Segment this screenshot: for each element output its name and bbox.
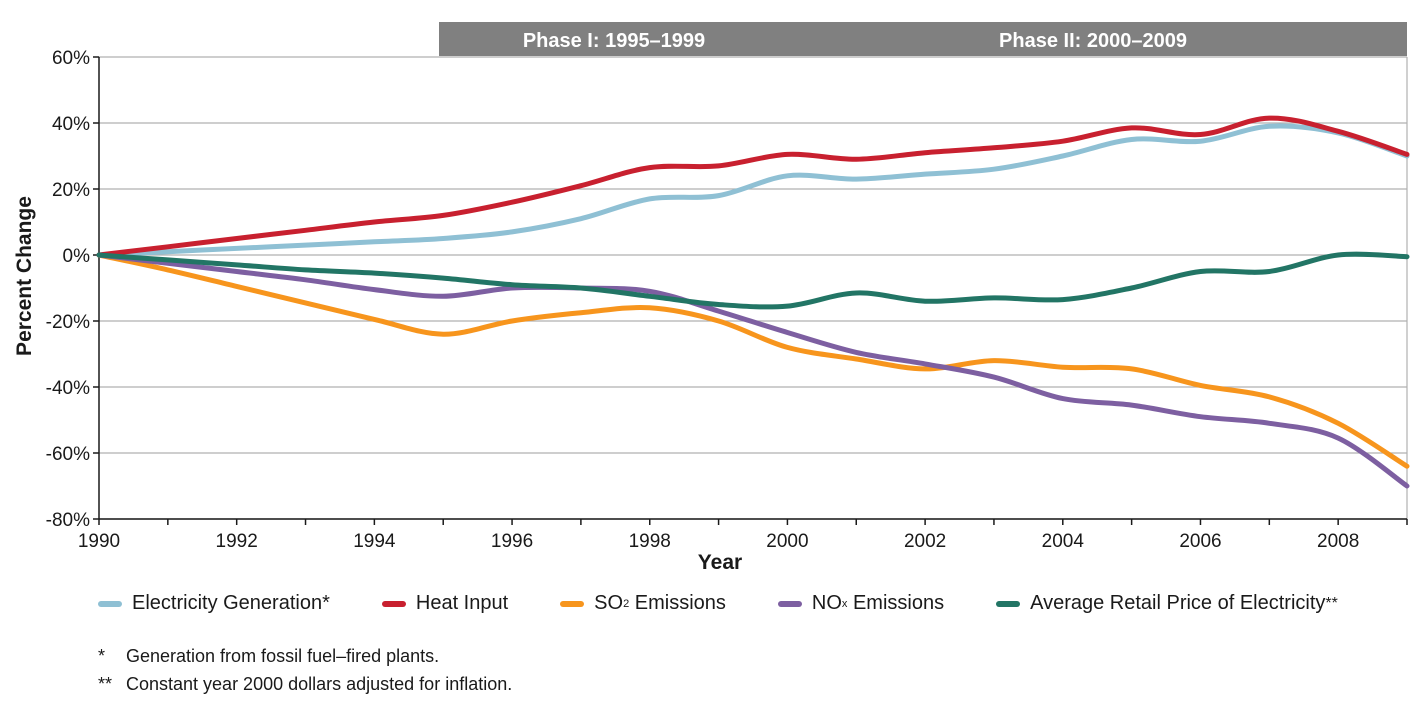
legend-swatch — [381, 600, 406, 607]
footnote-mark: * — [98, 646, 106, 666]
x-tick-label: 2000 — [766, 531, 808, 552]
footnote: ** Constant year 2000 dollars adjusted f… — [98, 670, 512, 698]
legend-label-suffix: Emissions — [847, 592, 945, 614]
x-tick-label: 1990 — [78, 531, 120, 552]
electricity-generation-line — [96, 123, 1410, 258]
legend-item-average-retail-price: Average Retail Price of Electricity ** — [996, 592, 1338, 615]
legend-subscript: x — [841, 597, 848, 610]
legend-label: SO — [594, 592, 624, 614]
legend-swatch — [560, 600, 585, 607]
nox-emissions-line — [96, 252, 1410, 489]
grid — [99, 56, 1408, 520]
footnote-text: Constant year 2000 dollars adjusted for … — [126, 674, 513, 694]
phase-label: Phase II: 2000–2009 — [999, 30, 1187, 52]
x-tick-label: 1996 — [491, 531, 533, 552]
x-tick-label: 2006 — [1179, 531, 1221, 552]
legend-item-so2-emissions: SO 2 Emissions — [560, 592, 726, 615]
y-tick-label: 60% — [52, 48, 90, 69]
x-tick-label: 2008 — [1317, 531, 1359, 552]
y-tick-label: -40% — [46, 378, 90, 399]
legend-swatch — [98, 600, 122, 607]
phase-label: Phase I: 1995–1999 — [523, 30, 705, 52]
x-tick-label: 1998 — [629, 531, 671, 552]
legend-label-suffix: ** — [1325, 594, 1338, 612]
x-tick-label: 2004 — [1042, 531, 1085, 552]
legend: Electricity Generation* Heat Input SO 2 E… — [98, 592, 1338, 615]
phase-bar-background — [439, 22, 1407, 56]
footnote-text: Generation from fossil fuel–fired plants… — [126, 646, 440, 666]
x-tick-label: 1994 — [353, 531, 396, 552]
legend-label: Heat Input — [415, 592, 509, 614]
axes: 60% 40% 20% 0% -20% -40% -60% -80%1990 1992 1994 1… — [46, 48, 1408, 552]
footnotes: * Generation from fossil fuel–fired plan… — [98, 642, 512, 698]
legend-item-nox-emissions: NO x Emissions — [777, 592, 945, 615]
y-tick-label: -60% — [46, 444, 90, 465]
footnote-mark: ** — [98, 674, 113, 694]
phase-bar: Phase I: 1995–1999 Phase II: 2000–2009 — [439, 22, 1407, 56]
series-lines — [96, 115, 1410, 489]
legend-label-suffix: Emissions — [629, 592, 726, 614]
footnote: * Generation from fossil fuel–fired plan… — [98, 642, 512, 670]
x-tick-label: 2002 — [904, 531, 946, 552]
y-tick-label: 40% — [52, 114, 90, 135]
legend-label: Electricity Generation* — [132, 592, 330, 614]
y-tick-label: 0% — [63, 246, 91, 267]
heat-input-line — [96, 115, 1410, 258]
retail-price-line — [96, 251, 1410, 310]
legend-item-heat-input: Heat Input — [381, 592, 509, 615]
x-tick-label: 1992 — [216, 531, 258, 552]
y-axis-title: Percent Change — [13, 196, 36, 356]
so2-emissions-line — [96, 252, 1410, 469]
legend-swatch — [777, 600, 802, 607]
legend-swatch — [996, 600, 1021, 607]
x-axis-title: Year — [698, 551, 742, 574]
legend-label: Average Retail Price of Electricity — [1030, 592, 1326, 614]
legend-item-electricity-generation: Electricity Generation* — [98, 592, 330, 615]
legend-subscript: 2 — [623, 597, 630, 610]
y-tick-label: -20% — [46, 312, 90, 333]
y-tick-label: -80% — [46, 510, 90, 531]
y-tick-label: 20% — [52, 180, 90, 201]
legend-label: NO — [811, 592, 842, 614]
